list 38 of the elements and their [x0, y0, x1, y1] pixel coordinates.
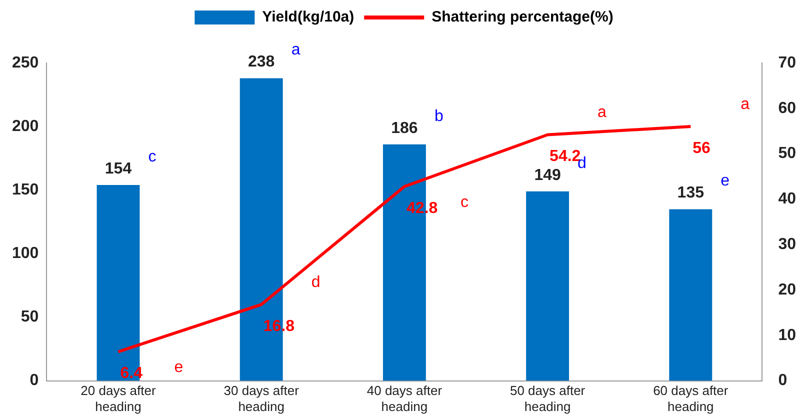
annotation: c [460, 194, 468, 211]
y2-tick-label: 0 [778, 372, 788, 390]
annotation: d [311, 274, 320, 291]
y2-tick-label: 20 [778, 281, 796, 298]
x-tick-label: 40 days after heading [366, 383, 443, 414]
bar [526, 191, 570, 381]
annotation: c [148, 148, 156, 166]
data-label: 135 [677, 184, 704, 202]
annotation: a [598, 104, 607, 122]
annotation: e [174, 359, 184, 376]
y-tick-label: 200 [12, 118, 39, 135]
y2-tick-label: 70 [778, 54, 796, 72]
y-tick-label: 250 [12, 54, 39, 72]
annotation: e [720, 172, 730, 190]
data-label: 186 [391, 120, 418, 137]
x-tick-label: 30 days after heading [224, 383, 300, 414]
x-tick-label: 20 days after heading [80, 383, 156, 414]
legend-label: Yield(kg/10a) [262, 8, 354, 26]
y-tick-label: 0 [30, 372, 39, 390]
y-tick-label: 100 [12, 245, 39, 262]
x-tick-label: 60 days after heading [653, 383, 729, 414]
y-tick-label: 50 [20, 308, 39, 326]
data-label: 154 [104, 160, 132, 178]
x-tick-label: 50 days after heading [510, 383, 586, 414]
data-label: 149 [534, 166, 561, 184]
bar [669, 209, 712, 381]
text: a [291, 42, 300, 59]
y2-tick-label: 50 [778, 145, 796, 162]
data-label: 56 [692, 140, 711, 157]
annotation: b [434, 108, 444, 125]
y-tick-label: 150 [12, 182, 39, 199]
annotation: a [740, 96, 750, 113]
y2-tick-label: 30 [778, 236, 796, 254]
data-label: 238 [248, 54, 275, 71]
y2-tick-label: 60 [778, 100, 796, 117]
y2-tick-label: 10 [778, 326, 796, 344]
legend-label: Shattering percentage(%) [432, 8, 614, 26]
y2-tick-label: 40 [778, 190, 796, 208]
